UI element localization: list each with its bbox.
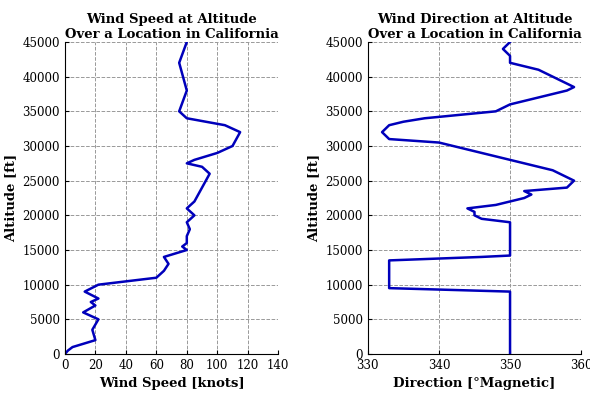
- X-axis label: Wind Speed [knots]: Wind Speed [knots]: [99, 378, 244, 390]
- Title: Wind Speed at Altitude
Over a Location in California: Wind Speed at Altitude Over a Location i…: [65, 13, 278, 41]
- Y-axis label: Altitude [ft]: Altitude [ft]: [4, 154, 17, 242]
- Y-axis label: Altitude [ft]: Altitude [ft]: [307, 154, 320, 242]
- Title: Wind Direction at Altitude
Over a Location in California: Wind Direction at Altitude Over a Locati…: [368, 13, 581, 41]
- X-axis label: Direction [°Magnetic]: Direction [°Magnetic]: [394, 378, 556, 390]
